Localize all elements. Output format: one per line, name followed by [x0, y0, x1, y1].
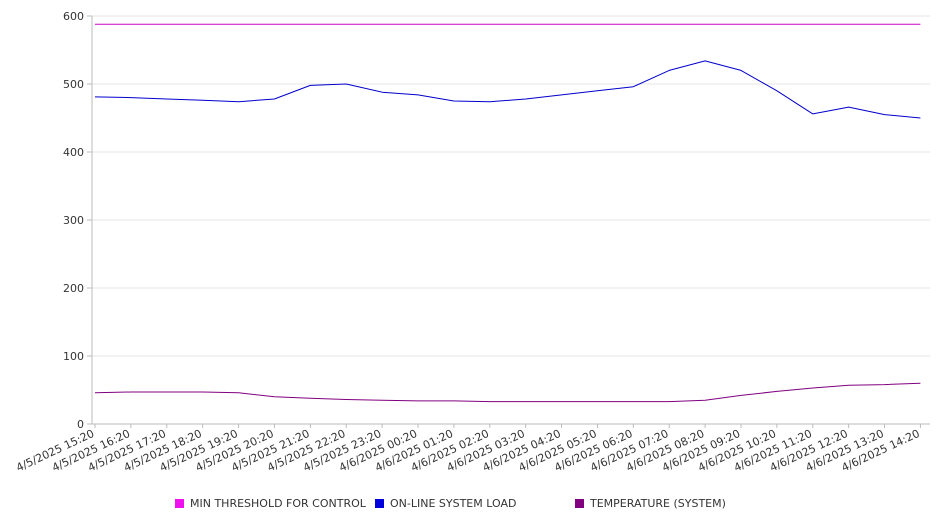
legend: MIN THRESHOLD FOR CONTROL ON-LINE SYSTEM… [0, 497, 946, 515]
gridlines [92, 15, 930, 357]
y-tick-label: 500 [63, 78, 84, 91]
y-tick-labels: 0 100 200 300 400 500 600 [63, 10, 84, 431]
legend-swatch [175, 499, 184, 508]
legend-item-system-load: ON-LINE SYSTEM LOAD [375, 497, 516, 510]
legend-item-temperature: TEMPERATURE (SYSTEM) [575, 497, 726, 510]
y-tick-label: 100 [63, 350, 84, 363]
legend-item-min-threshold: MIN THRESHOLD FOR CONTROL [175, 497, 366, 510]
y-tick-label: 400 [63, 146, 84, 159]
y-tick-label: 200 [63, 282, 84, 295]
legend-swatch [375, 499, 384, 508]
legend-label: ON-LINE SYSTEM LOAD [390, 497, 517, 510]
x-tick-labels: 4/5/2025 15:204/5/2025 16:204/5/2025 17:… [14, 427, 922, 475]
y-tick-label: 300 [63, 214, 84, 227]
series-lines [94, 23, 921, 403]
series-line-temperature-system [94, 382, 921, 403]
y-tick-label: 0 [77, 418, 84, 431]
y-tick-label: 600 [63, 10, 84, 23]
series-line-on-line-system-load [94, 60, 921, 119]
legend-swatch [575, 499, 584, 508]
axes [87, 15, 930, 428]
legend-label: MIN THRESHOLD FOR CONTROL [190, 497, 366, 510]
legend-label: TEMPERATURE (SYSTEM) [590, 497, 726, 510]
